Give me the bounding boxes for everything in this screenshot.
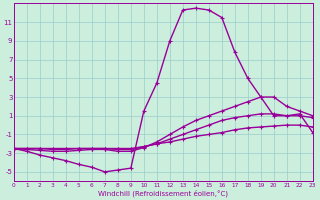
X-axis label: Windchill (Refroidissement éolien,°C): Windchill (Refroidissement éolien,°C) xyxy=(98,189,228,197)
